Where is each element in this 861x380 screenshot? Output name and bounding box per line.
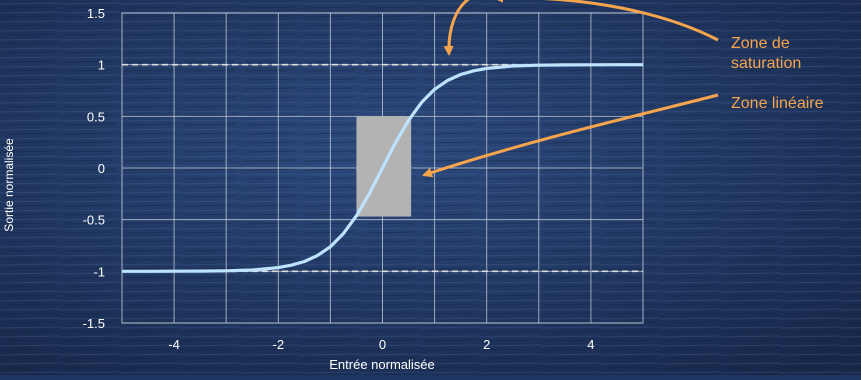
x-tick-label: -2 (273, 337, 285, 352)
saturation-zone-label-line-2: saturation (731, 55, 801, 72)
x-tick-label: 0 (379, 337, 386, 352)
x-tick-labels: -4 -2 0 2 4 (168, 337, 594, 352)
y-tick-labels: 1.5 1 0.5 0 -0.5 -1 -1.5 (83, 6, 105, 331)
y-tick-label: 0 (98, 161, 105, 176)
saturation-arrow-2 (443, 0, 470, 56)
x-tick-label: 2 (483, 337, 490, 352)
x-axis-label: Entrée normalisée (329, 357, 435, 372)
y-tick-label: -1 (93, 264, 105, 279)
y-tick-label: 1 (98, 58, 105, 73)
linear-zone-label: Zone linéaire (731, 95, 824, 112)
plot-frame (121, 12, 644, 324)
linear-zone-arrow (422, 93, 719, 178)
linear-zone-label-line-1: Zone linéaire (731, 95, 824, 112)
x-tick-label: -4 (168, 337, 180, 352)
y-tick-label: -0.5 (83, 213, 105, 228)
x-tick-label: 4 (587, 337, 594, 352)
curve-group (122, 63, 643, 273)
y-tick-label: 0.5 (87, 109, 105, 124)
saturation-zone-label-line-1: Zone de (731, 35, 790, 52)
y-tick-label: 1.5 (87, 6, 105, 21)
y-tick-label: -1.5 (83, 316, 105, 331)
saturation-arrow-1 (493, 0, 719, 42)
saturation-zone-label: Zone de saturation (731, 35, 801, 72)
annotations: Zone de saturation Zone linéaire (422, 0, 824, 178)
y-axis-label: Sortie normalisée (2, 138, 16, 232)
tanh-curve (122, 63, 643, 273)
